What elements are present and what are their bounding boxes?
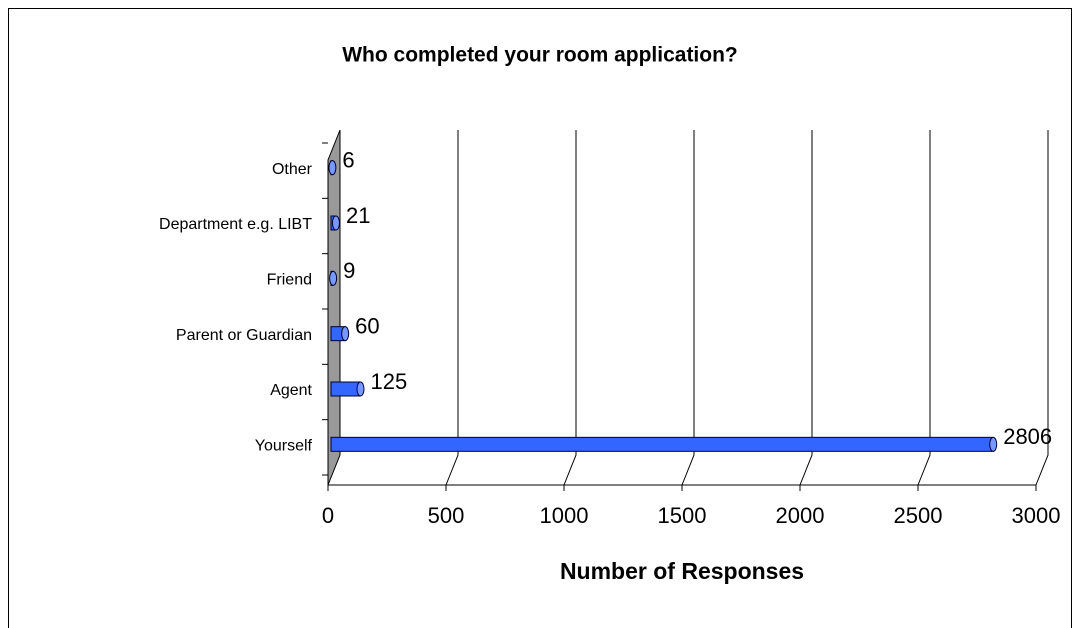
grid-line	[1035, 130, 1049, 486]
x-axis-label: Number of Responses	[560, 558, 804, 584]
bar-cap	[328, 160, 337, 176]
value-label: 2806	[1003, 424, 1052, 449]
bar-cap	[356, 381, 365, 397]
value-label: 6	[342, 147, 354, 172]
value-label: 125	[371, 369, 408, 394]
value-label: 9	[343, 258, 355, 283]
bar	[330, 381, 361, 397]
x-tick-label: 1000	[540, 503, 589, 528]
bar-cap	[331, 215, 340, 231]
x-tick-label: 0	[322, 503, 334, 528]
x-tick-label: 3000	[1012, 503, 1061, 528]
x-tick-label: 500	[428, 503, 465, 528]
x-tick-label: 1500	[658, 503, 707, 528]
y-tick-label: Department e.g. LIBT	[159, 216, 312, 233]
chart-title: Who completed your room application?	[342, 44, 738, 67]
y-tick-label: Parent or Guardian	[176, 327, 312, 344]
grid-line	[917, 130, 931, 486]
x-tick-label: 2500	[894, 503, 943, 528]
side-wall	[327, 129, 341, 486]
grid-line	[563, 130, 577, 486]
grid-line	[681, 130, 695, 486]
bar	[330, 436, 994, 452]
bar-cap	[341, 326, 350, 342]
y-tick-label: Agent	[270, 382, 312, 399]
chart-border	[8, 8, 1072, 628]
y-tick-label: Friend	[267, 272, 312, 289]
bar-cap	[989, 436, 998, 452]
y-tick-label: Yourself	[255, 438, 313, 455]
y-tick-label: Other	[272, 161, 313, 178]
grid-line	[799, 130, 813, 486]
bar-cap	[329, 270, 338, 286]
grid-line	[445, 130, 459, 486]
x-tick-label: 2000	[776, 503, 825, 528]
value-label: 60	[355, 313, 379, 338]
value-label: 21	[346, 203, 370, 228]
